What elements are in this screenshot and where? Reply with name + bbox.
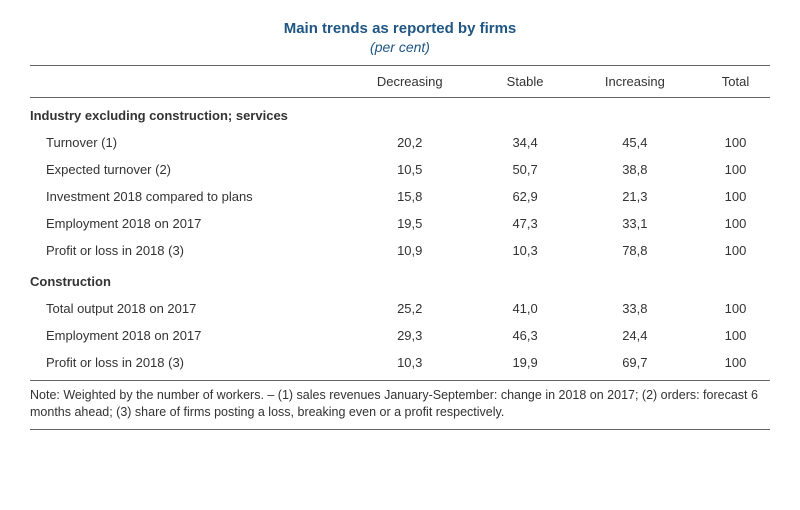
header-row: Decreasing Stable Increasing Total bbox=[30, 66, 770, 98]
row-label: Expected turnover (2) bbox=[30, 156, 338, 183]
cell: 100 bbox=[701, 210, 770, 237]
cell: 100 bbox=[701, 183, 770, 210]
table-row: Profit or loss in 2018 (3) 10,3 19,9 69,… bbox=[30, 349, 770, 381]
cell: 10,5 bbox=[338, 156, 481, 183]
cell: 100 bbox=[701, 349, 770, 381]
table-title: Main trends as reported by firms bbox=[30, 20, 770, 37]
cell: 78,8 bbox=[569, 237, 701, 264]
cell: 10,9 bbox=[338, 237, 481, 264]
row-label: Profit or loss in 2018 (3) bbox=[30, 237, 338, 264]
table-subtitle: (per cent) bbox=[30, 39, 770, 55]
row-label: Employment 2018 on 2017 bbox=[30, 210, 338, 237]
row-label: Turnover (1) bbox=[30, 129, 338, 156]
cell: 100 bbox=[701, 237, 770, 264]
cell: 25,2 bbox=[338, 295, 481, 322]
cell: 33,1 bbox=[569, 210, 701, 237]
cell: 20,2 bbox=[338, 129, 481, 156]
table-row: Investment 2018 compared to plans 15,8 6… bbox=[30, 183, 770, 210]
cell: 100 bbox=[701, 322, 770, 349]
table-row: Profit or loss in 2018 (3) 10,9 10,3 78,… bbox=[30, 237, 770, 264]
cell: 10,3 bbox=[481, 237, 568, 264]
cell: 100 bbox=[701, 129, 770, 156]
col-increasing: Increasing bbox=[569, 66, 701, 98]
row-label: Investment 2018 compared to plans bbox=[30, 183, 338, 210]
table-row: Employment 2018 on 2017 29,3 46,3 24,4 1… bbox=[30, 322, 770, 349]
cell: 34,4 bbox=[481, 129, 568, 156]
cell: 15,8 bbox=[338, 183, 481, 210]
table-row: Total output 2018 on 2017 25,2 41,0 33,8… bbox=[30, 295, 770, 322]
cell: 47,3 bbox=[481, 210, 568, 237]
cell: 69,7 bbox=[569, 349, 701, 381]
col-stable: Stable bbox=[481, 66, 568, 98]
table-row: Employment 2018 on 2017 19,5 47,3 33,1 1… bbox=[30, 210, 770, 237]
row-label: Employment 2018 on 2017 bbox=[30, 322, 338, 349]
row-label: Profit or loss in 2018 (3) bbox=[30, 349, 338, 381]
cell: 62,9 bbox=[481, 183, 568, 210]
footnote: Note: Weighted by the number of workers.… bbox=[30, 387, 770, 430]
cell: 50,7 bbox=[481, 156, 568, 183]
col-decreasing: Decreasing bbox=[338, 66, 481, 98]
cell: 46,3 bbox=[481, 322, 568, 349]
cell: 21,3 bbox=[569, 183, 701, 210]
table-row: Turnover (1) 20,2 34,4 45,4 100 bbox=[30, 129, 770, 156]
cell: 29,3 bbox=[338, 322, 481, 349]
col-label bbox=[30, 66, 338, 98]
section-heading-text: Construction bbox=[30, 264, 770, 295]
cell: 45,4 bbox=[569, 129, 701, 156]
cell: 19,9 bbox=[481, 349, 568, 381]
section-heading: Industry excluding construction; service… bbox=[30, 98, 770, 130]
section-heading: Construction bbox=[30, 264, 770, 295]
col-total: Total bbox=[701, 66, 770, 98]
cell: 10,3 bbox=[338, 349, 481, 381]
cell: 33,8 bbox=[569, 295, 701, 322]
trends-table: Decreasing Stable Increasing Total Indus… bbox=[30, 65, 770, 381]
cell: 100 bbox=[701, 295, 770, 322]
table-row: Expected turnover (2) 10,5 50,7 38,8 100 bbox=[30, 156, 770, 183]
cell: 24,4 bbox=[569, 322, 701, 349]
row-label: Total output 2018 on 2017 bbox=[30, 295, 338, 322]
section-heading-text: Industry excluding construction; service… bbox=[30, 98, 770, 130]
cell: 38,8 bbox=[569, 156, 701, 183]
cell: 41,0 bbox=[481, 295, 568, 322]
cell: 19,5 bbox=[338, 210, 481, 237]
cell: 100 bbox=[701, 156, 770, 183]
